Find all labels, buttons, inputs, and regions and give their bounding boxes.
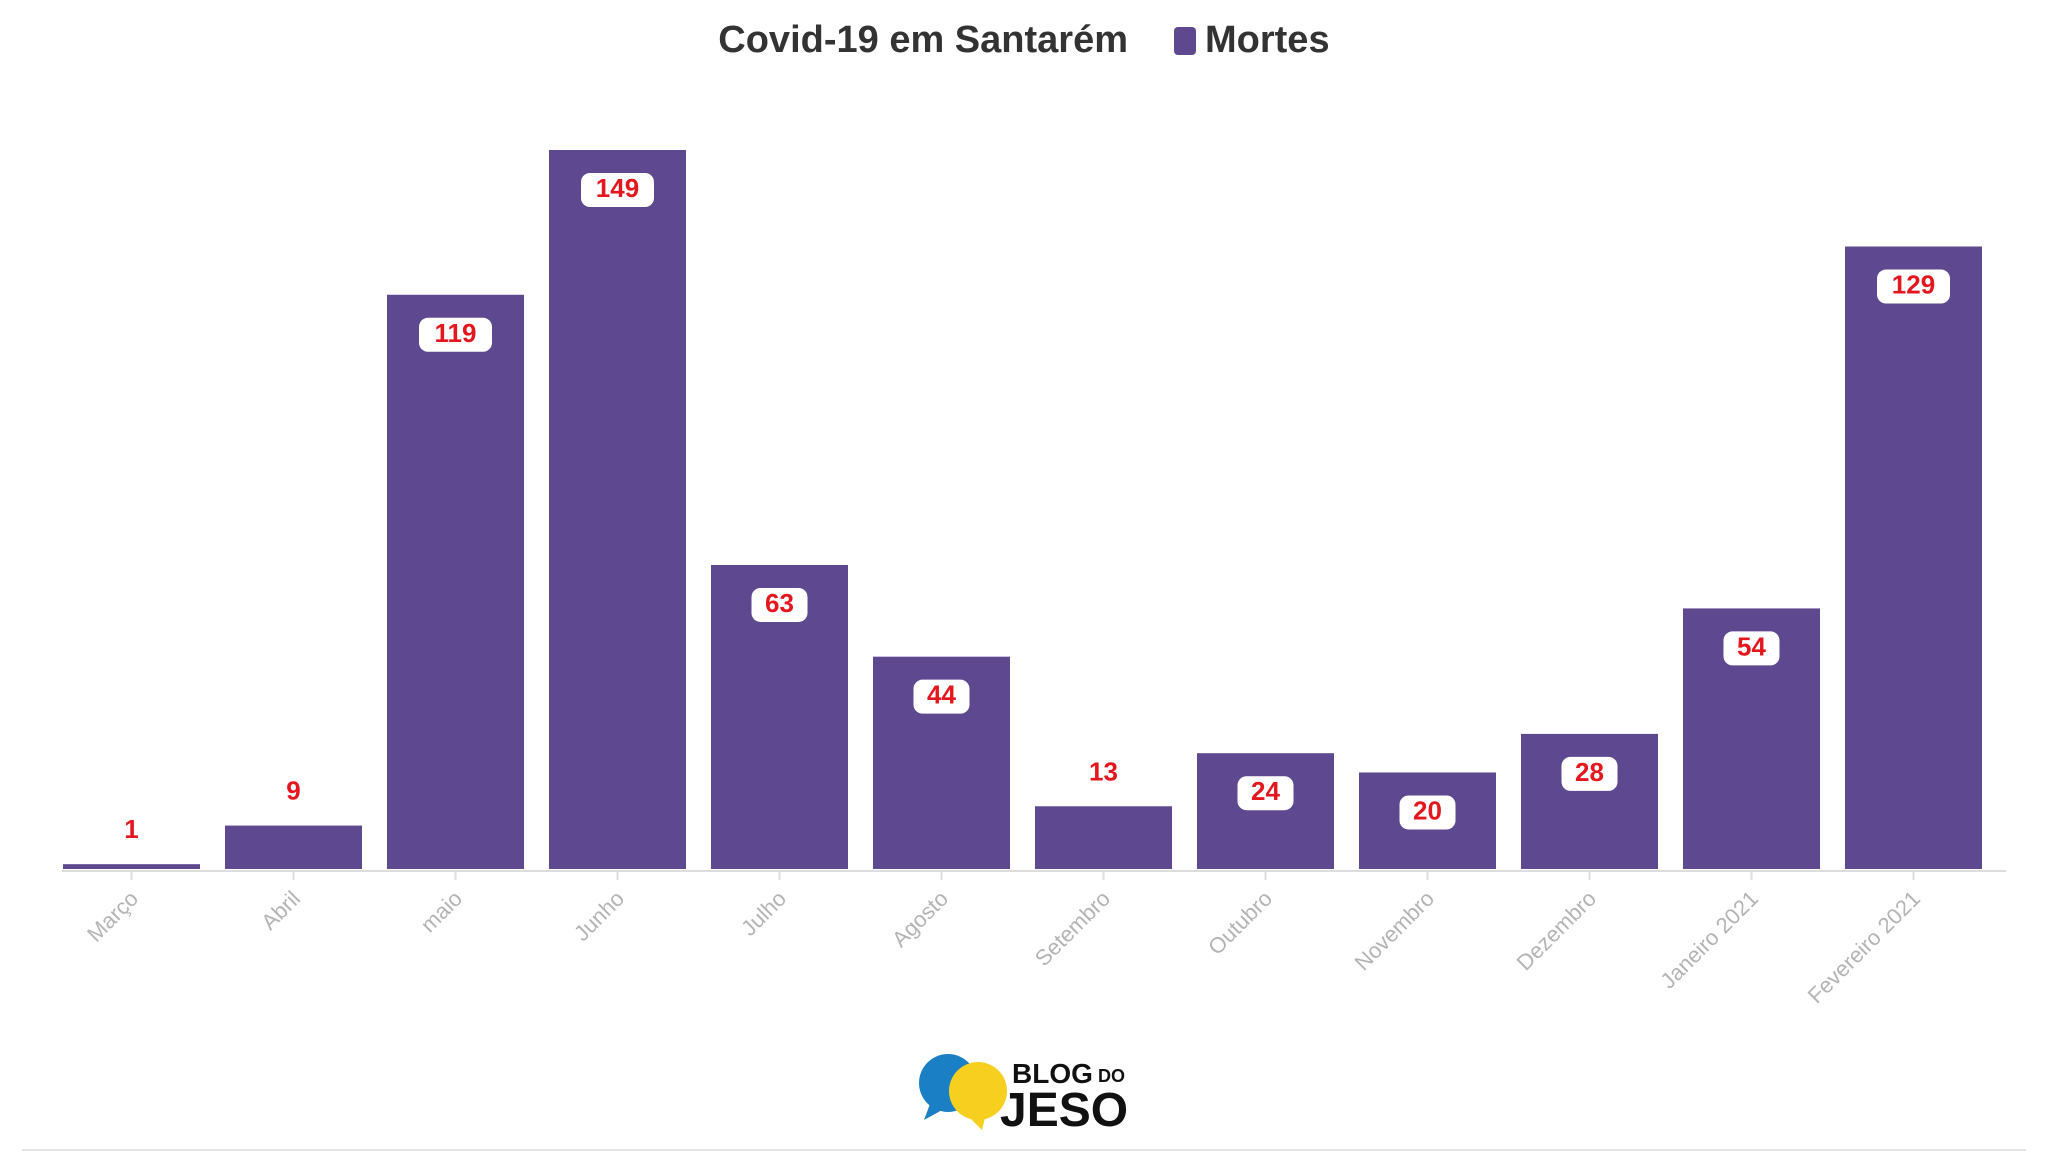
legend-label[interactable]: Mortes bbox=[1205, 19, 1330, 61]
x-tick-label: Janeiro 2021 bbox=[1655, 886, 1763, 994]
logo-text-do: DO bbox=[1098, 1066, 1125, 1086]
data-label: 1 bbox=[124, 814, 138, 844]
data-labels: 1 9 119 149 63 44 13 24 20 28 54 129 bbox=[124, 173, 1950, 844]
x-tick-label: Dezembro bbox=[1512, 886, 1601, 975]
data-label-bubble bbox=[1723, 631, 1780, 666]
x-tick-label: Março bbox=[82, 886, 143, 947]
data-label: 44 bbox=[927, 680, 956, 710]
bar[interactable] bbox=[63, 864, 200, 869]
legend-swatch[interactable] bbox=[1174, 27, 1196, 55]
x-tick-label: Abril bbox=[256, 886, 305, 935]
x-tick-label: Fevereiro 2021 bbox=[1803, 886, 1925, 1008]
data-label-bubble bbox=[913, 679, 970, 714]
data-label: 9 bbox=[286, 776, 300, 806]
bar[interactable] bbox=[1845, 246, 1982, 869]
bars-group bbox=[63, 150, 1982, 869]
bar[interactable] bbox=[1521, 733, 1658, 869]
data-label-bubble bbox=[1399, 795, 1456, 830]
data-label: 149 bbox=[596, 173, 639, 203]
x-tick-label: maio bbox=[416, 886, 467, 937]
chart-title: Covid-19 em Santarém bbox=[718, 19, 1128, 61]
logo-text-jeso: JESO bbox=[1000, 1084, 1128, 1137]
bar[interactable] bbox=[225, 825, 362, 869]
data-label: 63 bbox=[765, 588, 794, 618]
x-tick-label: Junho bbox=[569, 886, 629, 946]
x-tick-label: Outubro bbox=[1203, 886, 1277, 960]
data-label-bubble bbox=[751, 587, 808, 622]
data-label: 13 bbox=[1089, 756, 1118, 786]
x-tick-label: Setembro bbox=[1030, 886, 1115, 971]
bar[interactable] bbox=[1035, 806, 1172, 869]
x-tick-label: Agosto bbox=[887, 886, 953, 952]
x-axis-ticks: Março Abril maio Junho Julho Agosto Setembro Ou… bbox=[82, 871, 1925, 1008]
data-label: 119 bbox=[435, 318, 477, 348]
logo-text-blog: BLOG bbox=[1012, 1058, 1093, 1089]
data-label: 24 bbox=[1251, 776, 1280, 806]
blog-do-jeso-logo: BLOG DO JESO bbox=[919, 1054, 1128, 1137]
data-label: 129 bbox=[1892, 270, 1935, 300]
data-label-bubble bbox=[419, 317, 492, 352]
x-tick-label: Novembro bbox=[1350, 886, 1439, 975]
data-label-bubble bbox=[1561, 756, 1618, 791]
bar[interactable] bbox=[387, 294, 524, 869]
bar[interactable] bbox=[549, 150, 686, 869]
data-label: 20 bbox=[1413, 795, 1442, 825]
data-label-bubble bbox=[1877, 269, 1950, 304]
data-label-bubble bbox=[1237, 776, 1294, 811]
speech-bubbles-icon bbox=[919, 1054, 1007, 1130]
data-label: 54 bbox=[1737, 631, 1766, 661]
bar[interactable] bbox=[1197, 753, 1334, 869]
data-label: 28 bbox=[1575, 757, 1604, 787]
data-label-bubble bbox=[581, 173, 654, 207]
x-tick-label: Julho bbox=[736, 886, 791, 941]
